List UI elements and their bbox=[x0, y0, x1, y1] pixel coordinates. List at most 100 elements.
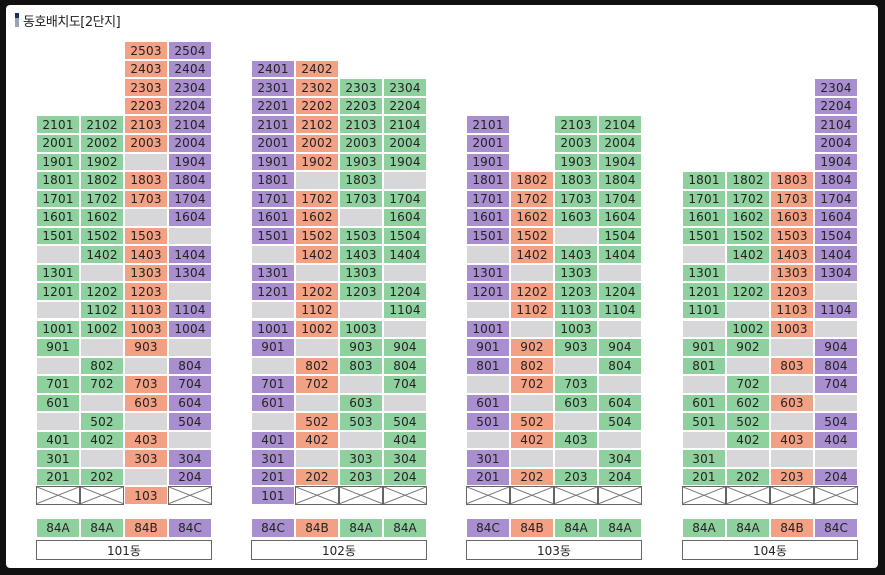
unit-cell[interactable]: 1604 bbox=[814, 208, 858, 227]
unit-cell[interactable]: 2504 bbox=[168, 41, 212, 60]
unit-cell[interactable]: 704 bbox=[814, 375, 858, 394]
unit-cell[interactable]: 1404 bbox=[814, 245, 858, 264]
unit-cell[interactable]: 2004 bbox=[168, 134, 212, 153]
unit-cell[interactable]: 1701 bbox=[36, 189, 80, 209]
unit-cell[interactable]: 603 bbox=[554, 393, 598, 413]
unit-cell[interactable]: 1904 bbox=[598, 152, 642, 172]
unit-cell[interactable]: 1403 bbox=[339, 245, 383, 264]
unit-cell[interactable]: 1301 bbox=[682, 263, 726, 283]
unit-cell[interactable]: 2001 bbox=[36, 134, 80, 153]
unit-cell[interactable]: 1304 bbox=[168, 263, 212, 283]
unit-cell[interactable]: 1003 bbox=[124, 319, 168, 339]
unit-cell[interactable]: 604 bbox=[598, 393, 642, 413]
unit-cell[interactable]: 1902 bbox=[295, 152, 339, 172]
unit-cell[interactable]: 1804 bbox=[598, 171, 642, 190]
unit-cell[interactable]: 1202 bbox=[295, 282, 339, 301]
unit-cell[interactable]: 903 bbox=[124, 338, 168, 357]
unit-cell[interactable]: 504 bbox=[383, 412, 427, 431]
unit-cell[interactable]: 1104 bbox=[168, 300, 212, 320]
unit-cell[interactable]: 804 bbox=[383, 356, 427, 376]
unit-cell[interactable]: 1102 bbox=[295, 300, 339, 320]
unit-cell[interactable]: 1904 bbox=[383, 152, 427, 172]
unit-cell[interactable]: 1403 bbox=[124, 245, 168, 264]
unit-cell[interactable]: 1503 bbox=[770, 226, 814, 246]
unit-cell[interactable]: 1201 bbox=[36, 282, 80, 301]
unit-cell[interactable]: 1002 bbox=[80, 319, 124, 339]
unit-cell[interactable]: 204 bbox=[814, 467, 858, 487]
unit-cell[interactable]: 1801 bbox=[466, 171, 510, 190]
unit-cell[interactable]: 202 bbox=[726, 467, 770, 487]
unit-cell[interactable]: 1001 bbox=[466, 319, 510, 339]
unit-cell[interactable]: 1502 bbox=[510, 226, 554, 246]
unit-cell[interactable]: 603 bbox=[770, 393, 814, 413]
unit-cell[interactable]: 1604 bbox=[168, 208, 212, 227]
unit-cell[interactable]: 2003 bbox=[554, 134, 598, 153]
unit-cell[interactable]: 404 bbox=[814, 430, 858, 450]
unit-cell[interactable]: 2304 bbox=[814, 78, 858, 97]
unit-cell[interactable]: 703 bbox=[554, 375, 598, 394]
unit-cell[interactable]: 501 bbox=[682, 412, 726, 431]
unit-cell[interactable]: 1901 bbox=[36, 152, 80, 172]
unit-cell[interactable]: 804 bbox=[598, 356, 642, 376]
unit-cell[interactable]: 201 bbox=[466, 467, 510, 487]
unit-cell[interactable]: 1803 bbox=[554, 171, 598, 190]
unit-cell[interactable]: 2204 bbox=[383, 96, 427, 116]
unit-cell[interactable]: 1102 bbox=[510, 300, 554, 320]
unit-cell[interactable]: 1502 bbox=[295, 226, 339, 246]
unit-cell[interactable]: 602 bbox=[726, 393, 770, 413]
unit-cell[interactable]: 1504 bbox=[598, 226, 642, 246]
unit-cell[interactable]: 2203 bbox=[124, 96, 168, 116]
unit-cell[interactable]: 1404 bbox=[383, 245, 427, 264]
unit-cell[interactable]: 1301 bbox=[466, 263, 510, 283]
unit-cell[interactable]: 703 bbox=[124, 375, 168, 394]
unit-cell[interactable]: 1902 bbox=[80, 152, 124, 172]
unit-cell[interactable]: 1201 bbox=[251, 282, 295, 301]
unit-cell[interactable]: 603 bbox=[339, 393, 383, 413]
unit-cell[interactable]: 2103 bbox=[554, 115, 598, 134]
unit-cell[interactable]: 1103 bbox=[124, 300, 168, 320]
unit-cell[interactable]: 502 bbox=[510, 412, 554, 431]
unit-cell[interactable]: 1504 bbox=[383, 226, 427, 246]
unit-cell[interactable]: 202 bbox=[80, 467, 124, 487]
unit-cell[interactable]: 802 bbox=[510, 356, 554, 376]
unit-cell[interactable]: 904 bbox=[814, 338, 858, 357]
unit-cell[interactable]: 403 bbox=[770, 430, 814, 450]
unit-cell[interactable]: 502 bbox=[80, 412, 124, 431]
unit-cell[interactable]: 301 bbox=[466, 449, 510, 468]
unit-cell[interactable]: 1803 bbox=[770, 171, 814, 190]
unit-cell[interactable]: 803 bbox=[770, 356, 814, 376]
unit-cell[interactable]: 1301 bbox=[251, 263, 295, 283]
unit-cell[interactable]: 2104 bbox=[598, 115, 642, 134]
unit-cell[interactable]: 804 bbox=[168, 356, 212, 376]
unit-cell[interactable]: 1802 bbox=[510, 171, 554, 190]
unit-cell[interactable]: 1502 bbox=[726, 226, 770, 246]
unit-cell[interactable]: 1404 bbox=[598, 245, 642, 264]
unit-cell[interactable]: 2004 bbox=[598, 134, 642, 153]
unit-cell[interactable]: 303 bbox=[339, 449, 383, 468]
unit-cell[interactable]: 1701 bbox=[251, 189, 295, 209]
unit-cell[interactable]: 1604 bbox=[598, 208, 642, 227]
unit-cell[interactable]: 1601 bbox=[36, 208, 80, 227]
unit-cell[interactable]: 1103 bbox=[554, 300, 598, 320]
unit-cell[interactable]: 1403 bbox=[770, 245, 814, 264]
unit-cell[interactable]: 1001 bbox=[36, 319, 80, 339]
unit-cell[interactable]: 1002 bbox=[295, 319, 339, 339]
unit-cell[interactable]: 2002 bbox=[80, 134, 124, 153]
unit-cell[interactable]: 2001 bbox=[466, 134, 510, 153]
unit-cell[interactable]: 501 bbox=[466, 412, 510, 431]
unit-cell[interactable]: 1901 bbox=[251, 152, 295, 172]
unit-cell[interactable]: 401 bbox=[251, 430, 295, 450]
unit-cell[interactable]: 1702 bbox=[80, 189, 124, 209]
unit-cell[interactable]: 1801 bbox=[682, 171, 726, 190]
unit-cell[interactable]: 1102 bbox=[80, 300, 124, 320]
unit-cell[interactable]: 702 bbox=[726, 375, 770, 394]
unit-cell[interactable]: 1003 bbox=[554, 319, 598, 339]
unit-cell[interactable]: 101 bbox=[251, 486, 295, 505]
unit-cell[interactable]: 1603 bbox=[554, 208, 598, 227]
unit-cell[interactable]: 1501 bbox=[466, 226, 510, 246]
unit-cell[interactable]: 904 bbox=[383, 338, 427, 357]
unit-cell[interactable]: 1504 bbox=[814, 226, 858, 246]
unit-cell[interactable]: 301 bbox=[251, 449, 295, 468]
unit-cell[interactable]: 2103 bbox=[339, 115, 383, 134]
unit-cell[interactable]: 1003 bbox=[339, 319, 383, 339]
